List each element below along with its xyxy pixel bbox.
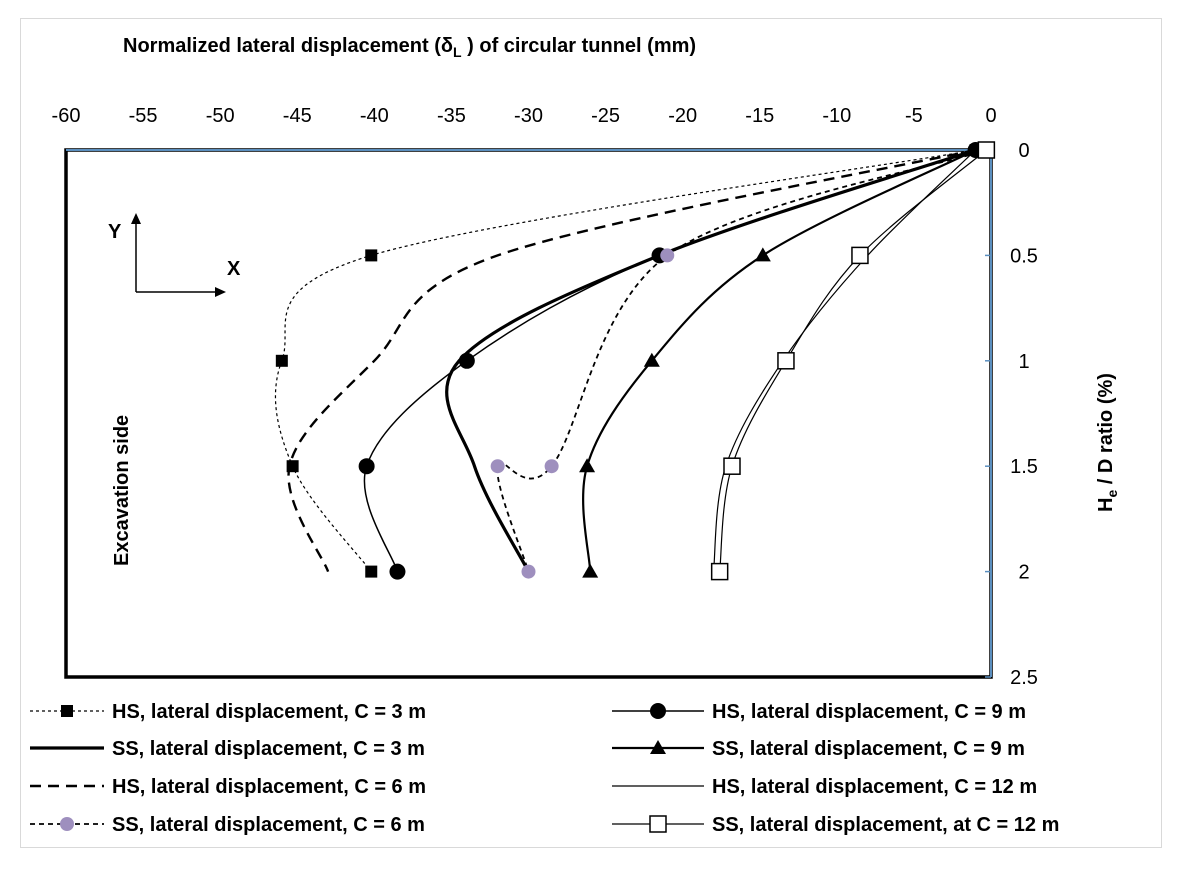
x-tick-labels: -60 -55 -50 -45 -40 -35 -30 -25 -20 -15 -10 -5 0 — [52, 105, 997, 127]
legend-item: SS, lateral displacement, C = 9 m — [612, 738, 1025, 760]
legend-label: HS, lateral displacement, C = 12 m — [712, 776, 1037, 798]
x-tick-label: -25 — [591, 105, 620, 127]
series-8-marker — [723, 457, 741, 475]
legend-item: SS, lateral displacement, at C = 12 m — [612, 814, 1059, 836]
y-indicator-label: Y — [108, 221, 122, 243]
plot-area — [64, 148, 993, 679]
legend-label: HS, lateral displacement, C = 9 m — [712, 701, 1026, 723]
series-4-marker — [643, 352, 660, 367]
legend-label: SS, lateral displacement, C = 6 m — [112, 814, 425, 836]
x-tick-label: -20 — [668, 105, 697, 127]
legend-swatch-marker — [60, 817, 74, 831]
legend: HS, lateral displacement, C = 3 m HS, lat… — [30, 701, 1059, 836]
y-axis-title: He / D ratio (%) — [1095, 373, 1120, 512]
series-7-marker — [544, 459, 559, 474]
series-1-marker — [275, 354, 288, 367]
x-tick-label: -60 — [52, 105, 81, 127]
series-4-marker — [582, 563, 599, 578]
legend-item: HS, lateral displacement, C = 12 m — [612, 776, 1037, 798]
chart-frame — [20, 18, 1162, 848]
legend-item: HS, lateral displacement, C = 3 m — [30, 701, 426, 723]
series-line-3 — [445, 150, 977, 573]
series-2-marker — [358, 458, 375, 475]
legend-label: SS, lateral displacement, C = 9 m — [712, 738, 1025, 760]
legend-swatch-marker — [650, 740, 666, 754]
series-4-marker — [579, 458, 596, 473]
series-8-marker — [710, 562, 729, 581]
x-tick-label: -5 — [905, 105, 923, 127]
legend-swatch-marker — [650, 703, 666, 719]
y-tick-label: 2.5 — [1010, 667, 1038, 689]
excavation-side-label: Excavation side — [111, 415, 133, 566]
series-4-marker — [754, 247, 771, 262]
y-tick-label: 1.5 — [1010, 456, 1038, 478]
series-2-marker — [458, 352, 475, 369]
x-tick-label: -45 — [283, 105, 312, 127]
markers-group — [275, 141, 996, 581]
series-1-marker — [365, 565, 378, 578]
series-8-marker — [851, 246, 869, 265]
x-tick-label: -50 — [206, 105, 235, 127]
y-tick-label: 1 — [1018, 351, 1029, 373]
y-indicator-arrowhead — [131, 213, 141, 224]
legend-label: SS, lateral displacement, C = 3 m — [112, 738, 425, 760]
chart-title: Normalized lateral displacement (δL ) of… — [123, 35, 696, 60]
series-8-marker — [977, 141, 996, 159]
series-1-marker — [286, 460, 299, 473]
series-8-marker — [777, 352, 795, 370]
series-1-marker — [365, 249, 378, 262]
series-7-marker — [660, 248, 675, 263]
legend-label: SS, lateral displacement, at C = 12 m — [712, 814, 1059, 836]
y-tick-label: 0 — [1018, 140, 1029, 162]
x-tick-label: -10 — [822, 105, 851, 127]
legend-item: SS, lateral displacement, C = 3 m — [30, 738, 425, 760]
x-tick-label: -35 — [437, 105, 466, 127]
x-indicator-label: X — [227, 258, 241, 280]
legend-swatch-marker — [61, 705, 73, 717]
xy-indicator: Y X — [108, 213, 241, 297]
x-tick-label: 0 — [985, 105, 996, 127]
y-tick-labels: 0 0.5 1 1.5 2 2.5 — [985, 140, 1038, 689]
series-group — [274, 150, 987, 573]
series-2-marker — [389, 563, 406, 580]
legend-item: HS, lateral displacement, C = 6 m — [30, 776, 426, 798]
legend-swatch-marker — [649, 815, 667, 833]
series-7-marker — [521, 564, 536, 579]
legend-item: HS, lateral displacement, C = 9 m — [612, 701, 1026, 723]
series-line-4 — [582, 150, 977, 572]
series-7-marker — [490, 459, 505, 474]
legend-label: HS, lateral displacement, C = 3 m — [112, 701, 426, 723]
y-tick-label: 2 — [1018, 562, 1029, 584]
legend-item: SS, lateral displacement, C = 6 m — [30, 814, 425, 836]
legend-label: HS, lateral displacement, C = 6 m — [112, 776, 426, 798]
y-tick-label: 0.5 — [1010, 245, 1038, 267]
x-indicator-arrowhead — [215, 287, 226, 297]
x-tick-label: -40 — [360, 105, 389, 127]
x-tick-label: -55 — [129, 105, 158, 127]
x-tick-label: -15 — [745, 105, 774, 127]
series-line-1 — [274, 150, 976, 572]
x-tick-label: -30 — [514, 105, 543, 127]
series-line-5 — [287, 150, 976, 573]
